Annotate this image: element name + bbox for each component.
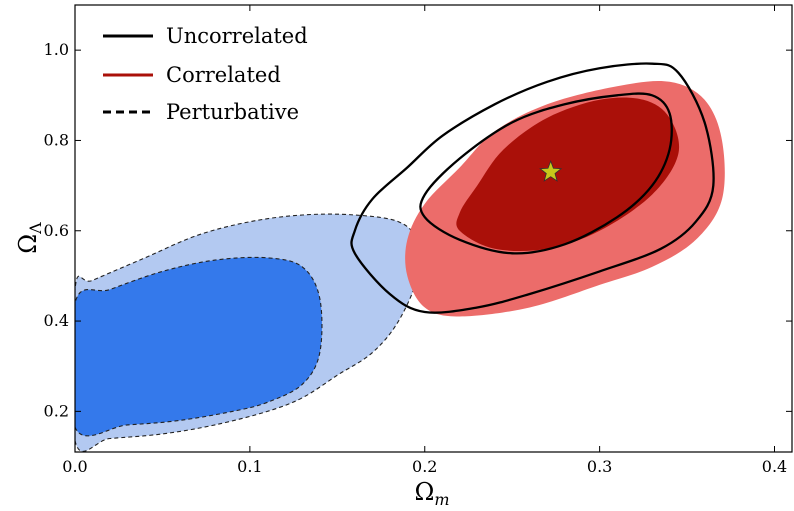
- x-tick-label-3: 0.3: [587, 457, 612, 476]
- uncorrelated-contour-inner: [419, 92, 673, 255]
- y-tick-label-2: 0.6: [44, 221, 69, 240]
- marker-layer: [539, 159, 563, 182]
- y-tick-label-4: 1.0: [44, 40, 69, 59]
- x-axis-ticks: 0.0 0.1 0.2 0.3 0.4: [62, 5, 787, 476]
- legend: Uncorrelated Correlated Perturbative: [103, 24, 308, 124]
- y-axis-label: ΩΛ: [14, 222, 45, 254]
- x-axis-label: Ωm: [414, 478, 449, 509]
- perturbative-contour-inner: [75, 256, 323, 437]
- x-tick-label-2: 0.2: [412, 457, 437, 476]
- contour-layer: [75, 62, 725, 452]
- uncorrelated-contour-outer: [350, 62, 715, 314]
- legend-label-uncorrelated: Uncorrelated: [166, 24, 308, 48]
- y-axis-ticks: 0.2 0.4 0.6 0.8 1.0: [44, 40, 792, 420]
- y-tick-label-3: 0.8: [44, 130, 69, 149]
- plot-frame: [74, 4, 793, 453]
- y-tick-label-1: 0.4: [44, 311, 69, 330]
- x-tick-label-0: 0.0: [62, 457, 87, 476]
- x-tick-label-4: 0.4: [762, 457, 787, 476]
- y-tick-label-0: 0.2: [44, 401, 69, 420]
- legend-label-correlated: Correlated: [166, 63, 281, 87]
- star-marker-0: [539, 159, 563, 182]
- legend-label-perturbative: Perturbative: [166, 100, 299, 124]
- x-tick-label-1: 0.1: [237, 457, 262, 476]
